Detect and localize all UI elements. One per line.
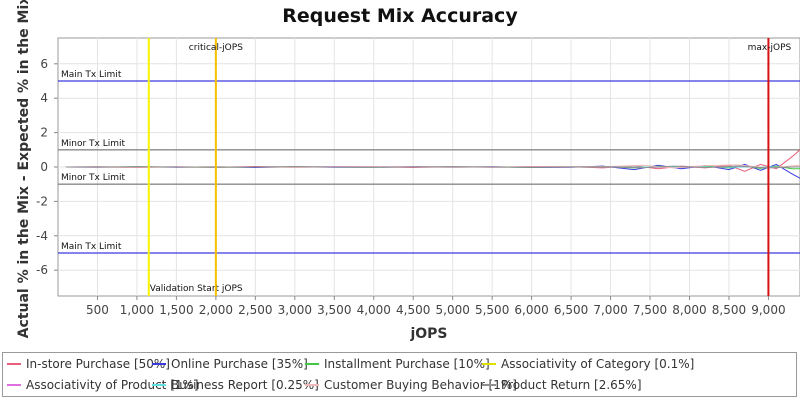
legend-swatch — [482, 363, 496, 365]
y-tick-label: 0 — [40, 160, 48, 174]
legend-item: In-store Purchase [50%] — [7, 357, 170, 371]
x-tick-label: 8,500 — [712, 303, 746, 317]
x-tick-label: 2,500 — [238, 303, 272, 317]
legend-swatch — [152, 363, 166, 365]
legend-item: Associativity of Product [1%] — [7, 378, 199, 392]
legend-item: Customer Buying Behavior [1%] — [305, 378, 517, 392]
y-tick-label: 2 — [40, 126, 48, 140]
legend: In-store Purchase [50%] Online Purchase [… — [2, 352, 797, 397]
legend-item: Business Report [0.25%] — [152, 378, 319, 392]
x-tick-label: 8,000 — [672, 303, 706, 317]
legend-swatch — [7, 384, 21, 386]
y-tick-label: -4 — [36, 229, 48, 243]
legend-swatch — [152, 384, 166, 386]
y-tick-label: 6 — [40, 57, 48, 71]
legend-swatch — [482, 384, 496, 386]
legend-item: Installment Purchase [10%] — [305, 357, 490, 371]
limit-label: Minor Tx Limit — [61, 173, 126, 183]
chart-title: Request Mix Accuracy — [282, 5, 518, 27]
legend-label: Associativity of Category [0.1%] — [501, 357, 695, 371]
x-axis-title: jOPS — [409, 326, 447, 342]
axis-layer: 500 1,000 1,500 2,000 2,500 3,000 3,500 4,000 4,… — [36, 57, 786, 317]
x-tick-label: 6,000 — [514, 303, 548, 317]
x-tick-label: 1,500 — [159, 303, 193, 317]
limit-label: Main Tx Limit — [61, 242, 122, 252]
legend-item: Product Return [2.65%] — [482, 378, 642, 392]
legend-swatch — [7, 363, 21, 365]
y-tick-label: 4 — [40, 91, 48, 105]
legend-item: Associativity of Category [0.1%] — [482, 357, 694, 371]
limit-label: Minor Tx Limit — [61, 139, 126, 149]
x-tick-label: 6,500 — [554, 303, 588, 317]
legend-label: Installment Purchase [10%] — [324, 357, 490, 371]
x-tick-label: 3,000 — [278, 303, 312, 317]
x-tick-label: 1,000 — [120, 303, 154, 317]
limit-label: Main Tx Limit — [61, 70, 122, 80]
x-tick-label: 5,500 — [475, 303, 509, 317]
y-axis-title: Actual % in the Mix - Expected % in the … — [16, 0, 32, 338]
legend-label: Customer Buying Behavior [1%] — [324, 378, 517, 392]
marker-label: Validation Start jOPS — [150, 284, 243, 294]
x-tick-label: 7,000 — [593, 303, 627, 317]
legend-label: Business Report [0.25%] — [171, 378, 319, 392]
marker-label: max-jOPS — [748, 43, 792, 53]
marker-layer: Validation Start jOPS critical-jOPS max-jO… — [147, 38, 792, 296]
x-tick-label: 4,000 — [357, 303, 391, 317]
legend-item: Online Purchase [35%] — [152, 357, 308, 371]
x-tick-label: 2,000 — [199, 303, 233, 317]
legend-label: In-store Purchase [50%] — [26, 357, 170, 371]
legend-swatch — [305, 363, 319, 365]
marker-label: critical-jOPS — [189, 43, 243, 53]
y-tick-label: -2 — [36, 194, 48, 208]
legend-label: Associativity of Product [1%] — [26, 378, 199, 392]
x-tick-label: 9,000 — [751, 303, 785, 317]
x-tick-label: 500 — [86, 303, 109, 317]
x-tick-label: 5,000 — [436, 303, 470, 317]
series-line — [65, 165, 800, 169]
x-tick-label: 3,500 — [317, 303, 351, 317]
legend-label: Online Purchase [35%] — [171, 357, 308, 371]
y-tick-label: -6 — [36, 263, 48, 277]
legend-label: Product Return [2.65%] — [501, 378, 642, 392]
x-tick-label: 7,500 — [633, 303, 667, 317]
limit-layer: Main Tx Limit Main Tx Limit Minor Tx Limit… — [58, 70, 800, 254]
x-tick-label: 4,500 — [396, 303, 430, 317]
legend-swatch — [305, 384, 319, 386]
